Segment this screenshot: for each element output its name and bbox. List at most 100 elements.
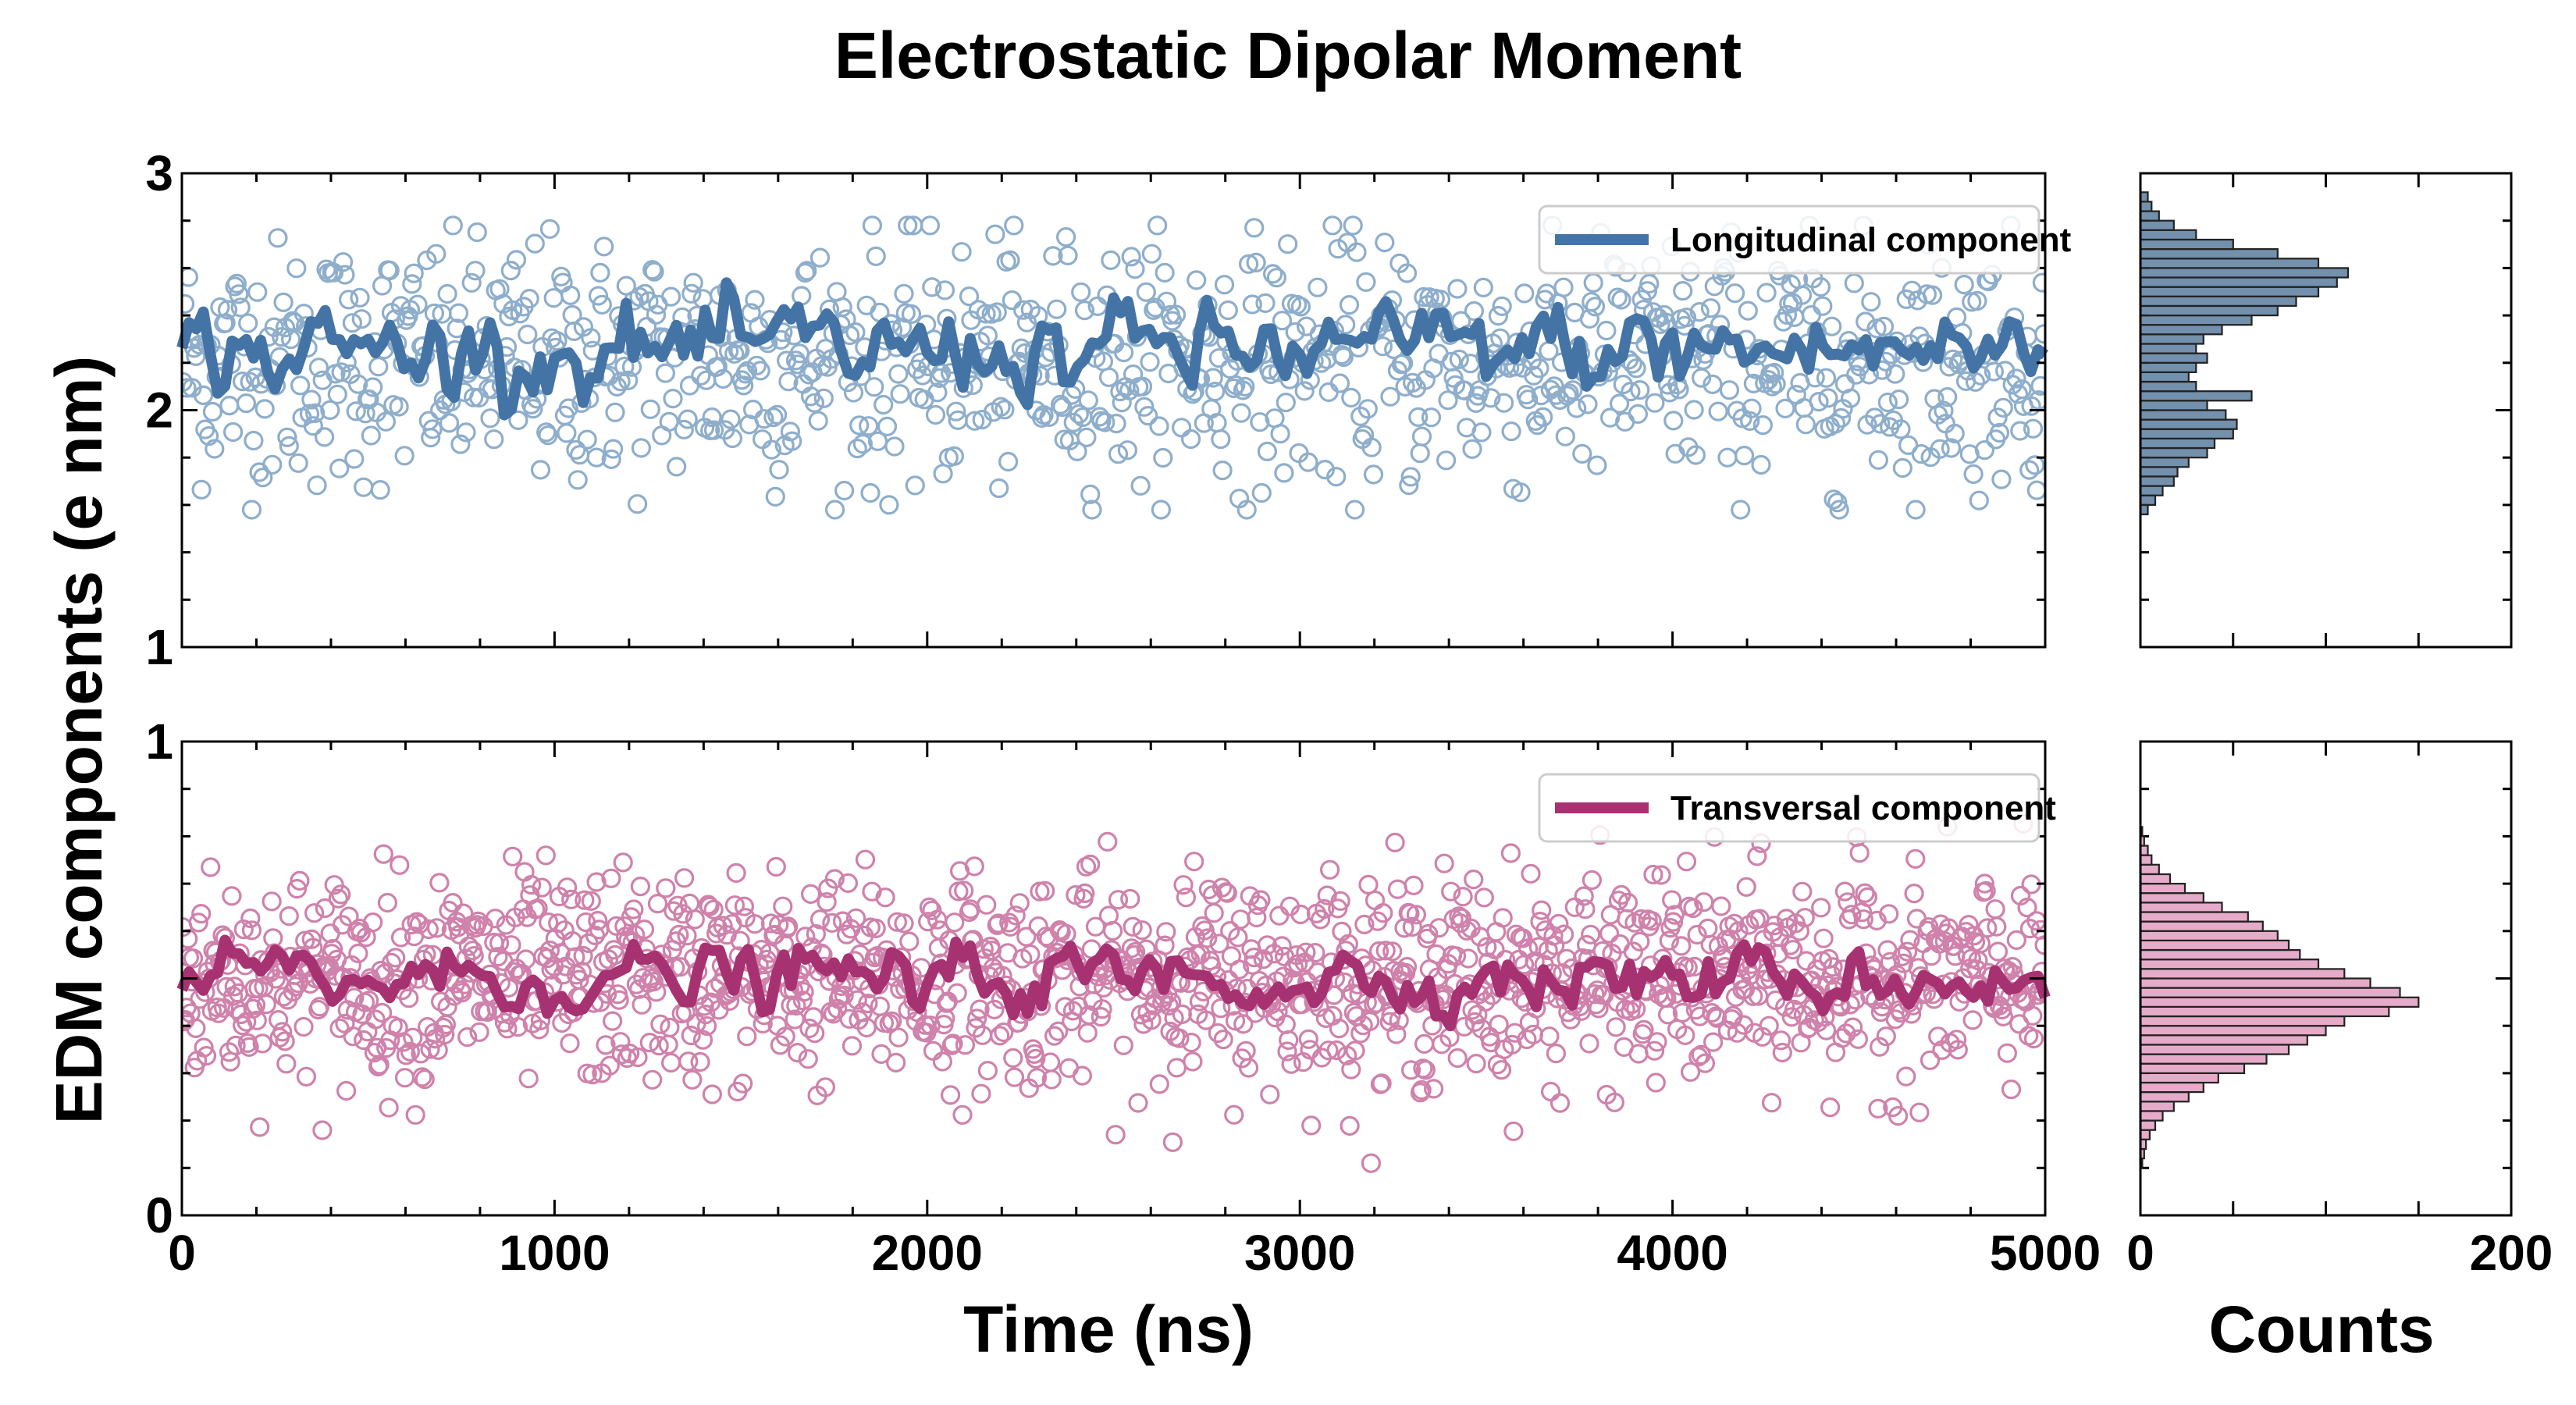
longitudinal-scatter-point	[226, 273, 247, 293]
transversal-scatter-point	[1108, 890, 1129, 910]
transversal-scatter-point	[1662, 890, 1682, 910]
histogram-bar	[2139, 201, 2153, 212]
transversal-scatter-point	[1447, 1048, 1468, 1069]
transversal-scatter-point	[1993, 1006, 2013, 1027]
transversal-scatter-point	[1272, 936, 1292, 956]
transversal-scatter-point	[1301, 1115, 1322, 1136]
longitudinal-scatter-point	[443, 215, 463, 236]
longitudinal-scatter-point	[720, 409, 741, 429]
transversal-scatter-point	[1166, 1058, 1187, 1078]
longitudinal-scatter-point	[1501, 421, 1521, 442]
longitudinal-scatter-point	[1841, 388, 1861, 408]
transversal-scatter-point	[1628, 1044, 1649, 1064]
longitudinal-scatter-point	[1251, 482, 1272, 503]
histogram-x-axis-label: Counts	[2208, 1293, 2434, 1366]
longitudinal-scatter-point	[1738, 301, 1758, 321]
transversal-scatter-point	[503, 846, 523, 866]
transversal-scatter-point	[943, 1033, 963, 1054]
longitudinal-scatter-point	[927, 382, 948, 403]
transversal-scatter-point	[1156, 922, 1176, 942]
transversal-scatter-point	[1341, 1059, 1361, 1080]
longitudinal-scatter-point	[679, 375, 700, 396]
transversal-scatter-point	[1229, 959, 1250, 980]
transversal-scatter-point	[1681, 1062, 1701, 1082]
transversal-scatter-point	[1113, 1035, 1133, 1055]
longitudinal-scatter-point	[1136, 282, 1156, 302]
longitudinal-scatter-point	[1438, 390, 1458, 411]
histogram-bar	[2139, 295, 2297, 307]
longitudinal-scatter-point	[1805, 368, 1825, 388]
x-tick-label: 5000	[1990, 1225, 2101, 1281]
longitudinal-scatter-point	[1766, 374, 1786, 394]
transversal-scatter-point	[1811, 898, 1831, 918]
longitudinal-scatter-point	[1071, 282, 1091, 302]
histogram-bar	[2139, 446, 2208, 459]
transversal-scatter-point	[1326, 1040, 1347, 1061]
transversal-scatter-point	[286, 878, 308, 899]
histogram-bar	[2139, 1025, 2327, 1037]
transversal-scatter-point	[219, 1042, 240, 1062]
longitudinal-scatter-point	[1492, 296, 1512, 316]
transversal-scatter-point	[660, 1017, 680, 1038]
transversal-scatter-point	[932, 1051, 953, 1072]
transversal-scatter-point	[1196, 1010, 1216, 1030]
longitudinal-scatter-point	[856, 295, 877, 315]
transversal-scatter-point	[1900, 930, 1920, 950]
transversal-scatter-point	[1687, 924, 1707, 945]
longitudinal-scatter-point	[439, 413, 460, 433]
transversal-scatter-point	[1759, 1016, 1779, 1036]
transversal-scatter-point	[803, 1007, 824, 1027]
longitudinal-scatter-point	[946, 401, 966, 422]
transversal-histogram	[2139, 826, 2420, 1169]
transversal-scatter-point	[923, 1040, 944, 1062]
longitudinal-scatter-point	[1402, 372, 1423, 393]
longitudinal-scatter-point	[1555, 426, 1575, 446]
transversal-scatter-point	[806, 923, 827, 944]
longitudinal-scatter-point	[1870, 414, 1891, 434]
longitudinal-scatter-point	[272, 327, 292, 347]
transversal-scatter-point	[1464, 869, 1484, 890]
histogram-bar	[2139, 210, 2160, 222]
longitudinal-scatter-point	[640, 399, 660, 419]
transversal-scatter-point	[1162, 1132, 1183, 1152]
transversal-scatter-point	[669, 924, 689, 945]
transversal-scatter-point	[1281, 1054, 1301, 1074]
transversal-scatter-point	[1397, 956, 1418, 977]
transversal-scatter-point	[1173, 875, 1194, 895]
longitudinal-scatter-point	[1993, 397, 2013, 418]
longitudinal-scatter-point	[1011, 338, 1031, 358]
transversal-scatter-point	[1909, 1102, 1930, 1122]
longitudinal-scatter-point	[866, 246, 886, 266]
transversal-scatter-point	[1298, 1029, 1318, 1049]
longitudinal-scatter-point	[539, 219, 560, 239]
transversal-scatter-point	[1604, 1092, 1624, 1112]
transversal-scatter-point	[642, 1069, 663, 1090]
longitudinal-scatter-point	[1050, 394, 1071, 415]
longitudinal-scatter-point	[1454, 380, 1475, 400]
transversal-scatter-point	[1658, 1005, 1678, 1025]
longitudinal-scatter-point	[229, 284, 249, 304]
longitudinal-scatter-point	[750, 361, 770, 381]
histogram-bar	[2139, 1062, 2246, 1075]
longitudinal-scatter-point	[722, 428, 743, 449]
transversal-scatter-point	[241, 920, 262, 941]
transversal-scatter-point	[809, 909, 831, 930]
histogram-bar	[2139, 219, 2175, 231]
longitudinal-scatter-point	[348, 374, 368, 394]
longitudinal-scatter-point	[894, 283, 914, 304]
longitudinal-scatter-point	[363, 377, 383, 397]
longitudinal-scatter-point	[1944, 423, 1965, 444]
transversal-running-mean-line	[176, 934, 2051, 1032]
longitudinal-scatter-point	[1052, 397, 1073, 418]
transversal-scatter-point	[1253, 949, 1273, 969]
longitudinal-scatter-point	[734, 375, 754, 396]
transversal-scatter-point	[886, 1052, 906, 1073]
transversal-scatter-point	[290, 870, 310, 891]
longitudinal-scatter-point	[1934, 400, 1954, 421]
longitudinal-scatter-point	[205, 439, 225, 459]
longitudinal-scatter-point	[1582, 292, 1602, 312]
longitudinal-scatter-point	[1464, 301, 1485, 322]
transversal-scatter-point	[945, 912, 965, 933]
longitudinal-scatter-point	[1822, 316, 1842, 336]
longitudinal-scatter-point	[730, 340, 750, 361]
